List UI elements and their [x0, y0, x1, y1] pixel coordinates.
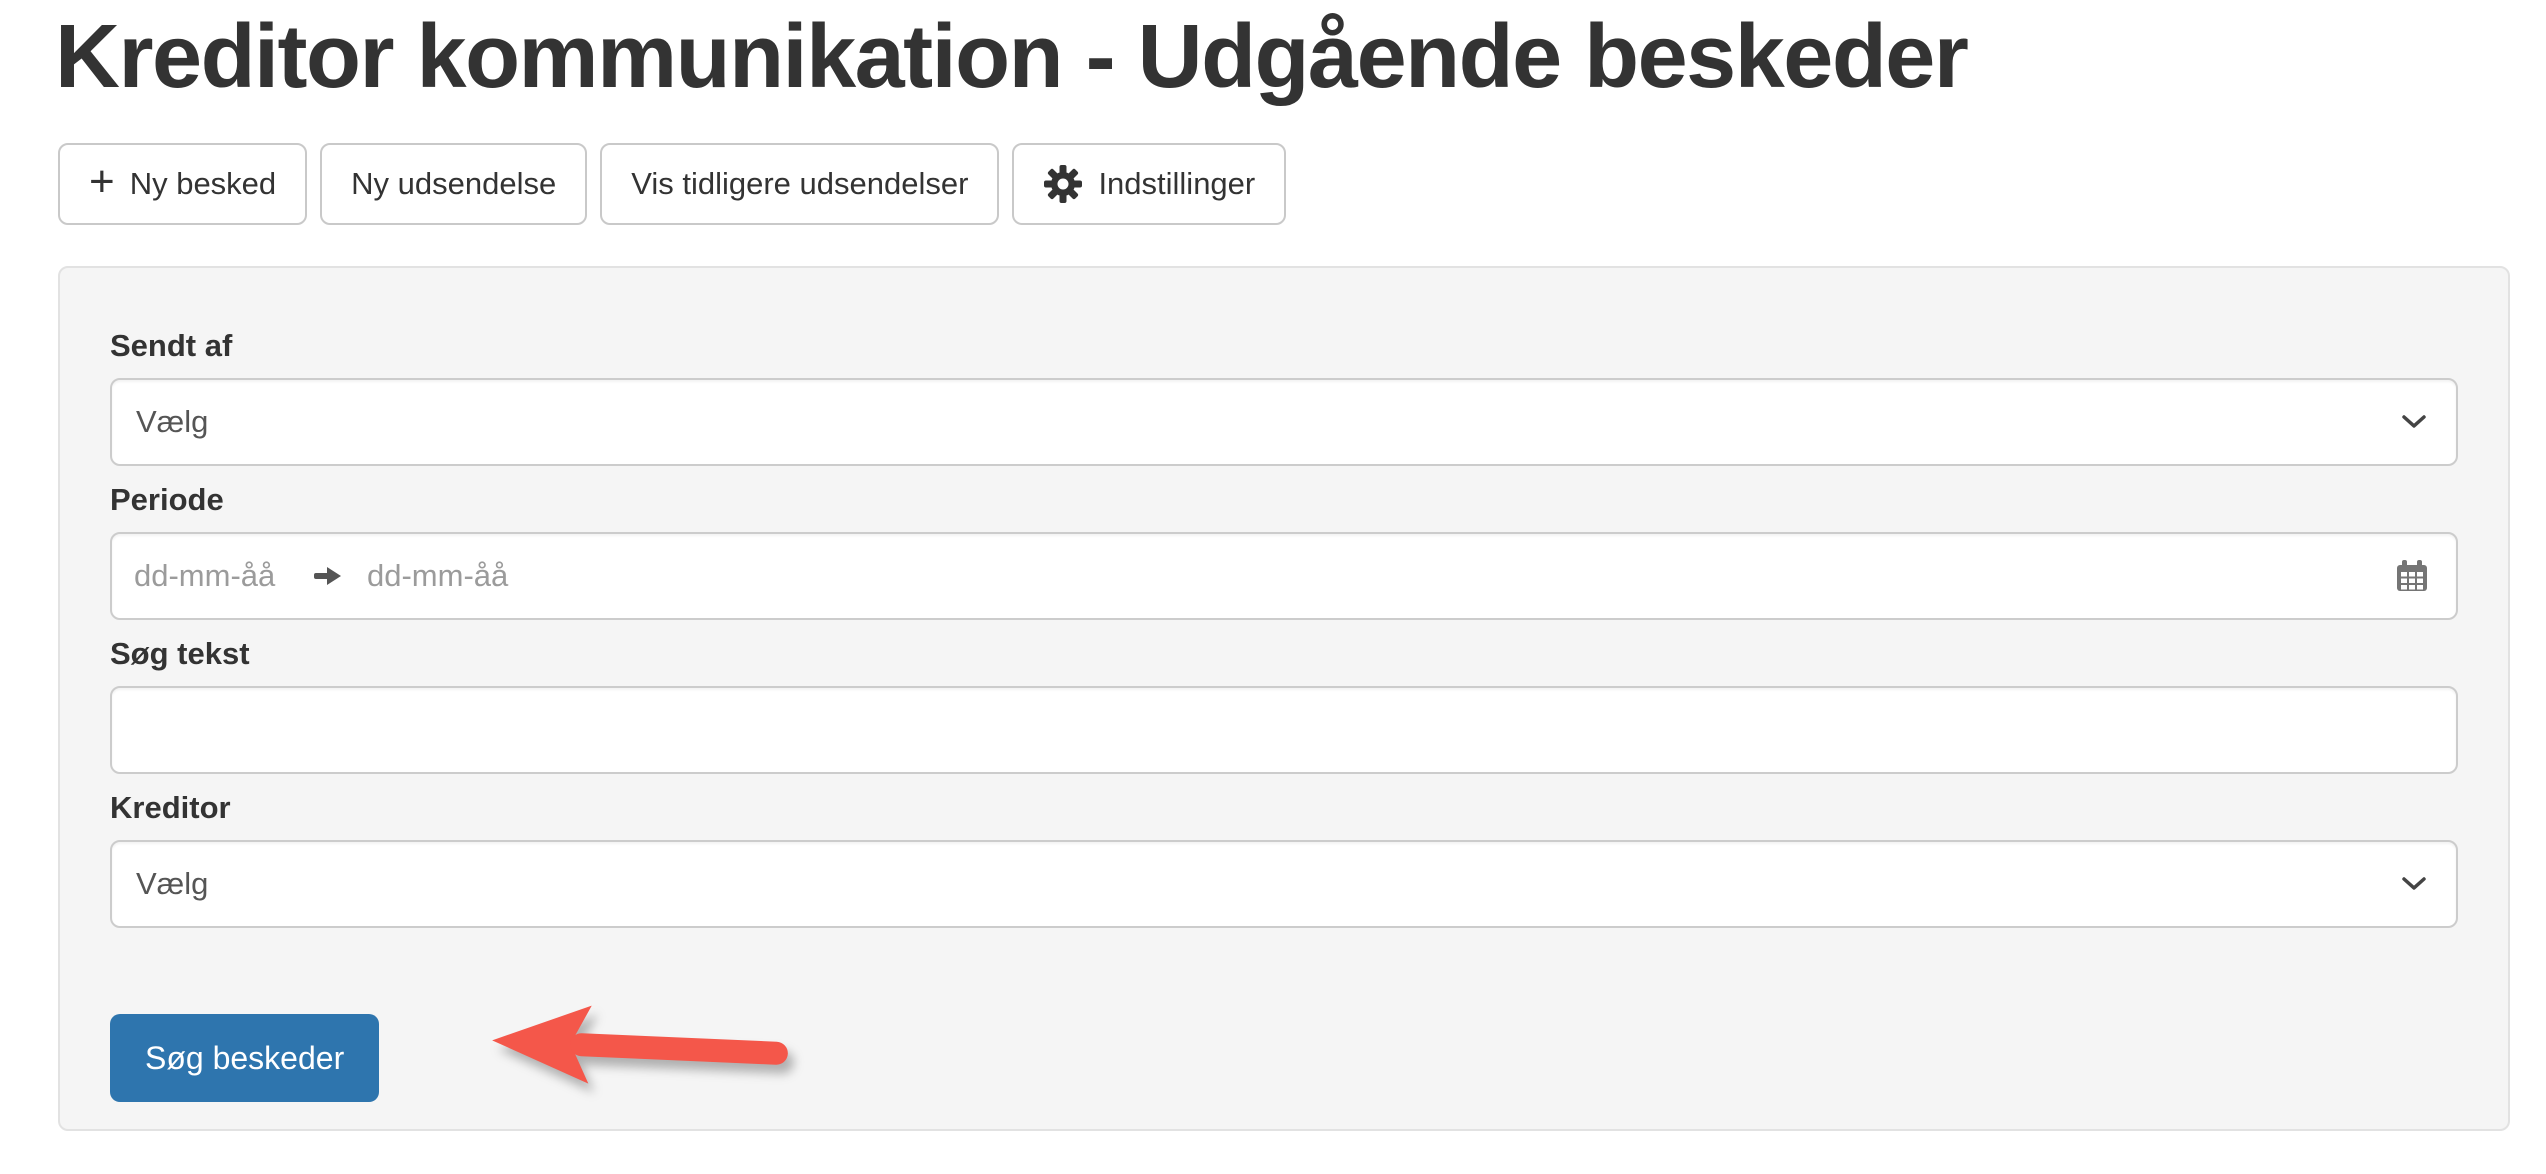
calendar-icon: [2394, 558, 2430, 594]
arrow-right-icon: [313, 565, 343, 587]
sent-by-selected-value: Vælg: [136, 404, 209, 439]
search-text-field: [110, 686, 2458, 774]
search-text-label: Søg tekst: [110, 636, 250, 671]
period-field[interactable]: [110, 532, 2458, 620]
period-from-input[interactable]: [132, 557, 307, 595]
filter-panel: Sendt af Vælg Periode: [58, 266, 2510, 1131]
chevron-down-icon: [2400, 413, 2428, 431]
creditor-selected-value: Vælg: [136, 866, 209, 901]
annotation-arrow: [492, 1005, 788, 1084]
show-previous-dispatches-label: Vis tidligere udsendelser: [631, 166, 969, 201]
search-messages-label: Søg beskeder: [145, 1039, 345, 1076]
plus-icon: +: [89, 157, 115, 206]
page-title: Kreditor kommunikation - Udgående besked…: [55, 7, 1969, 107]
sent-by-select[interactable]: Vælg: [110, 378, 2458, 466]
creditor-label: Kreditor: [110, 790, 231, 825]
gear-icon: [1043, 164, 1083, 204]
period-label: Periode: [110, 482, 224, 517]
new-dispatch-label: Ny udsendelse: [351, 166, 557, 201]
new-message-button[interactable]: + Ny besked: [58, 143, 308, 225]
new-dispatch-button[interactable]: Ny udsendelse: [320, 143, 588, 225]
chevron-down-icon: [2400, 875, 2428, 893]
sent-by-label: Sendt af: [110, 328, 233, 363]
show-previous-dispatches-button[interactable]: Vis tidligere udsendelser: [600, 143, 1000, 225]
toolbar: + Ny besked Ny udsendelse Vis tidligere …: [58, 143, 2546, 225]
creditor-select[interactable]: Vælg: [110, 840, 2458, 928]
search-messages-button[interactable]: Søg beskeder: [110, 1014, 380, 1102]
new-message-label: Ny besked: [129, 166, 277, 201]
search-text-input[interactable]: [136, 711, 2432, 749]
settings-button[interactable]: Indstillinger: [1012, 143, 1287, 225]
settings-label: Indstillinger: [1098, 166, 1256, 201]
period-to-input[interactable]: [365, 557, 540, 595]
